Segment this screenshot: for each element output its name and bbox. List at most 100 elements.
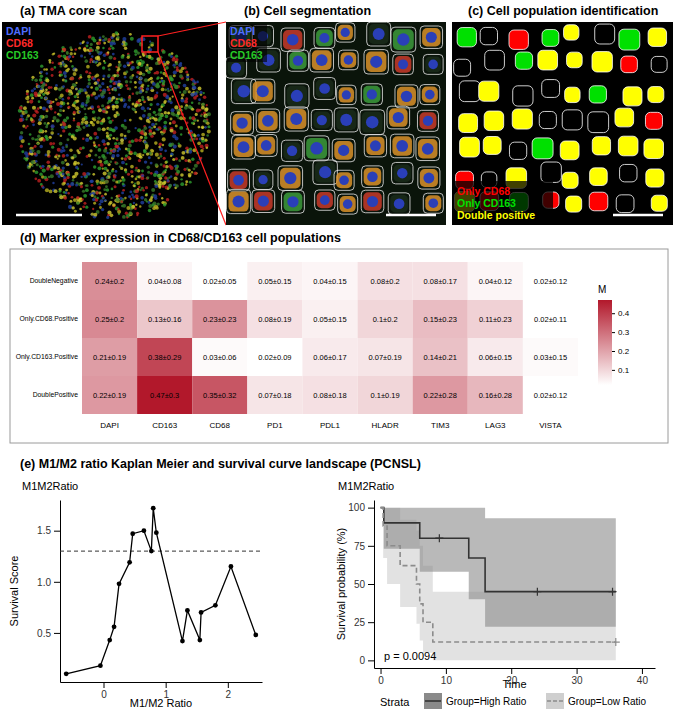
core-dot — [138, 77, 142, 81]
cell-population — [560, 141, 579, 160]
core-dot — [112, 53, 115, 56]
core-dot — [179, 62, 182, 65]
core-dot — [93, 165, 96, 168]
heatmap-cell — [137, 338, 192, 376]
core-dot — [62, 85, 65, 88]
cell-body — [394, 164, 411, 181]
tick: 75 — [354, 541, 374, 552]
cell-nucleus — [339, 175, 349, 185]
core-dot — [42, 168, 46, 172]
core-dot — [58, 175, 61, 178]
core-dot — [170, 153, 174, 157]
core-dot — [81, 102, 85, 106]
tick-mark — [577, 668, 578, 674]
core-dot — [61, 86, 65, 90]
core-dot — [37, 134, 41, 138]
core-dot — [146, 87, 150, 91]
heatmap-cell — [302, 338, 357, 376]
core-dot — [97, 166, 101, 170]
core-dot — [107, 106, 110, 109]
core-dot — [80, 176, 82, 178]
core-dot — [95, 49, 98, 52]
core-dot — [170, 175, 172, 177]
core-dot — [163, 93, 167, 97]
core-dot — [198, 102, 201, 105]
core-dot — [180, 182, 184, 186]
data-label: 0.08±0.19 — [258, 315, 291, 324]
cell-outline — [252, 190, 275, 213]
tick-mark — [446, 668, 447, 674]
core-dot — [161, 83, 165, 87]
heatmap-cell — [247, 338, 302, 376]
core-dot — [93, 39, 97, 43]
core-dot — [115, 138, 118, 141]
core-dot — [112, 96, 116, 100]
core-dot — [73, 111, 76, 114]
core-dot — [44, 91, 47, 94]
core-dot — [135, 194, 139, 198]
point — [112, 624, 117, 629]
channel-label: CD68 — [230, 37, 257, 49]
cell-nucleus — [338, 145, 349, 156]
core-dot — [62, 64, 65, 67]
axis-title: M1/M2 Ratio — [130, 697, 192, 709]
core-dot — [89, 136, 92, 139]
core-dot — [181, 151, 185, 155]
core-dot — [125, 148, 128, 151]
cell-population — [542, 80, 560, 98]
core-dot — [86, 134, 89, 137]
core-dot — [101, 178, 105, 182]
core-dot — [82, 172, 86, 176]
core-dot — [55, 98, 58, 101]
core-dot — [165, 160, 168, 163]
core-dot — [147, 70, 151, 74]
core-dot — [157, 157, 160, 160]
core-dot — [108, 120, 112, 124]
cell-body — [392, 136, 412, 156]
core-dot — [75, 88, 78, 91]
core-dot — [99, 37, 102, 40]
data-labels: 0.24±0.20.04±0.080.02±0.050.05±0.150.04±… — [93, 277, 567, 400]
legend-title: Strata — [380, 696, 410, 708]
core-dot — [116, 197, 120, 201]
cell-body — [312, 50, 332, 70]
core-dot — [107, 172, 111, 176]
cell-body — [418, 139, 438, 159]
core-dot — [113, 87, 117, 91]
core-dot — [102, 47, 105, 50]
cell-nucleus — [287, 196, 298, 207]
core-dot — [120, 167, 123, 170]
core-dot — [167, 90, 170, 93]
core-dot — [40, 64, 43, 67]
heatmap-cell — [523, 338, 578, 376]
cell-nucleus — [257, 85, 269, 97]
core-dot — [60, 169, 63, 172]
core-dot — [76, 201, 80, 205]
km-chart: M1M2Ratio0102030400255075100TimeSurvival… — [335, 480, 656, 709]
cell-outline — [281, 140, 302, 161]
core-dot — [192, 79, 195, 82]
core-dot — [62, 109, 65, 112]
core-dot — [59, 105, 62, 108]
legend-label: Only CD163 — [457, 197, 516, 209]
cell-nucleus — [320, 195, 330, 205]
core-dot — [201, 127, 203, 129]
core-dot — [70, 182, 74, 186]
axis-line — [60, 501, 61, 683]
core-dot — [98, 144, 100, 146]
legend: StrataGroup=High RatioGroup=Low Ratio — [380, 693, 647, 709]
core-dot — [198, 98, 201, 101]
cell-population — [454, 59, 471, 76]
core-dot — [64, 119, 67, 122]
core-dot — [147, 96, 150, 99]
cell-population — [515, 52, 532, 69]
core-dot — [115, 206, 119, 210]
tick-label: 10 — [441, 675, 453, 686]
legend-label: Double positive — [457, 209, 535, 221]
core-dot — [34, 153, 37, 156]
core-dot — [54, 155, 57, 158]
core-dot — [75, 129, 78, 132]
cell-outline — [315, 190, 335, 210]
core-dot — [181, 156, 185, 160]
core-dot — [117, 194, 120, 197]
